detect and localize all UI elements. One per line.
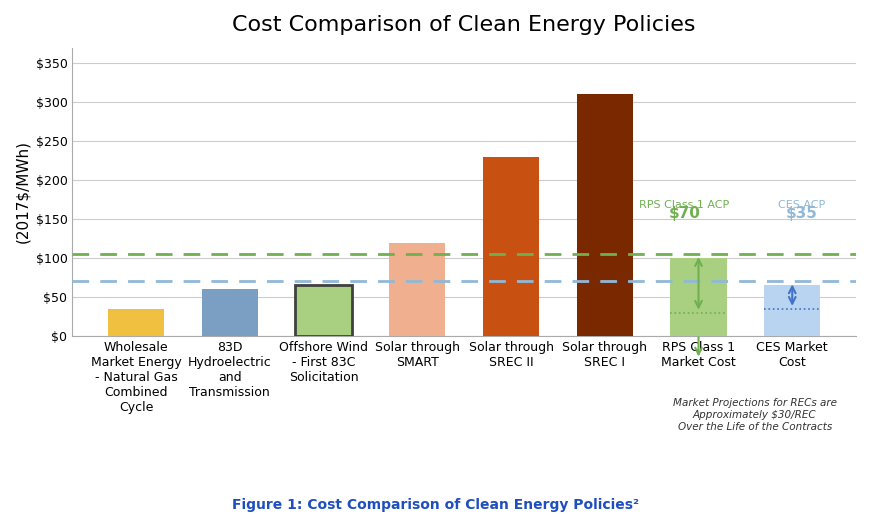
Text: $35: $35 [786, 206, 818, 221]
Title: Cost Comparison of Clean Energy Policies: Cost Comparison of Clean Energy Policies [233, 15, 696, 35]
Bar [295, 285, 352, 336]
Bar [295, 285, 352, 336]
Text: CES ACP: CES ACP [778, 200, 825, 210]
Bar [389, 242, 445, 336]
Bar [764, 285, 820, 336]
Text: Figure 1: Cost Comparison of Clean Energy Policies²: Figure 1: Cost Comparison of Clean Energ… [232, 498, 639, 512]
Text: Market Projections for RECs are
Approximately $30/REC
Over the Life of the Contr: Market Projections for RECs are Approxim… [672, 399, 837, 432]
Bar [483, 157, 539, 336]
Bar [202, 290, 258, 336]
Text: RPS Class 1 ACP: RPS Class 1 ACP [639, 200, 730, 210]
Y-axis label: (2017$/MWh): (2017$/MWh) [15, 140, 30, 244]
Bar [108, 309, 164, 336]
Text: $70: $70 [669, 206, 700, 221]
Bar [577, 95, 633, 336]
Bar [671, 258, 726, 336]
